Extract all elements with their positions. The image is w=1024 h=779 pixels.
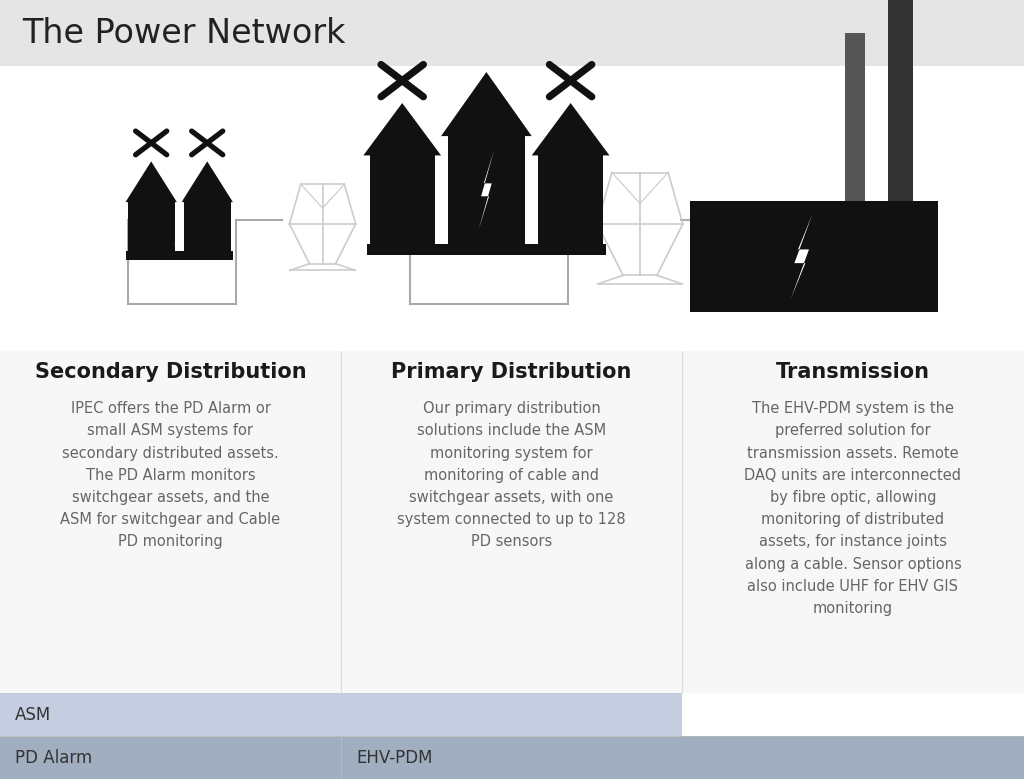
Polygon shape — [791, 213, 813, 299]
Bar — [0, 693, 682, 736]
Bar — [341, 736, 1024, 779]
Bar — [447, 136, 525, 244]
Text: Our primary distribution
solutions include the ASM
monitoring system for
monitor: Our primary distribution solutions inclu… — [397, 401, 626, 549]
Polygon shape — [126, 161, 177, 202]
Bar — [0, 351, 1024, 693]
Text: PD Alarm: PD Alarm — [15, 749, 92, 767]
Polygon shape — [478, 150, 495, 230]
Bar — [126, 252, 232, 260]
Polygon shape — [173, 192, 185, 248]
Bar — [539, 156, 603, 244]
Bar — [0, 66, 1024, 351]
Polygon shape — [364, 103, 441, 156]
Bar — [370, 156, 434, 244]
Bar — [889, 0, 913, 201]
Text: Transmission: Transmission — [776, 362, 930, 382]
Text: ASM: ASM — [15, 706, 51, 724]
Bar — [682, 693, 1024, 736]
Bar — [690, 201, 938, 312]
Bar — [184, 202, 230, 252]
Polygon shape — [441, 72, 531, 136]
Bar — [367, 244, 606, 256]
Text: Primary Distribution: Primary Distribution — [391, 362, 632, 382]
Text: The EHV-PDM system is the
preferred solution for
transmission assets. Remote
DAQ: The EHV-PDM system is the preferred solu… — [744, 401, 962, 616]
Bar — [845, 33, 865, 201]
Polygon shape — [181, 161, 232, 202]
Polygon shape — [531, 103, 609, 156]
Text: The Power Network: The Power Network — [23, 16, 346, 50]
Bar — [0, 0, 1024, 66]
Bar — [0, 736, 341, 779]
Text: IPEC offers the PD Alarm or
small ASM systems for
secondary distributed assets.
: IPEC offers the PD Alarm or small ASM sy… — [60, 401, 281, 549]
Bar — [128, 202, 174, 252]
Text: EHV-PDM: EHV-PDM — [356, 749, 433, 767]
Text: Secondary Distribution: Secondary Distribution — [35, 362, 306, 382]
